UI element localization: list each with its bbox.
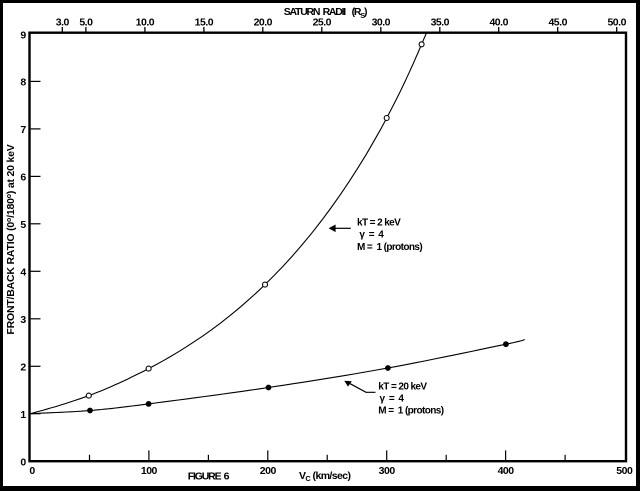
svg-text:2: 2 — [20, 362, 26, 374]
svg-text:kT = 2 keV: kT = 2 keV — [357, 217, 401, 228]
svg-text:1: 1 — [20, 409, 26, 421]
svg-text:50.0: 50.0 — [607, 17, 626, 29]
svg-text:γ = 4: γ = 4 — [359, 230, 384, 241]
svg-text:25.0: 25.0 — [313, 17, 332, 29]
svg-text:0: 0 — [20, 457, 26, 469]
svg-text:M = 1 (protons): M = 1 (protons) — [378, 406, 443, 417]
svg-text:20.0: 20.0 — [254, 17, 273, 29]
svg-text:8: 8 — [20, 77, 26, 89]
svg-text:3: 3 — [20, 314, 26, 326]
svg-text:4: 4 — [20, 267, 26, 279]
svg-text:7: 7 — [20, 124, 26, 136]
svg-text:VC (km/sec): VC (km/sec) — [299, 470, 350, 483]
svg-text:9: 9 — [20, 29, 26, 41]
svg-text:SATURN RADII (RS): SATURN RADII (RS) — [284, 6, 367, 20]
svg-text:6: 6 — [20, 172, 26, 184]
svg-text:5.0: 5.0 — [79, 17, 93, 29]
svg-text:300: 300 — [379, 465, 396, 477]
svg-text:15.0: 15.0 — [195, 17, 214, 29]
svg-text:3.0: 3.0 — [56, 17, 70, 29]
svg-text:M = 1 (protons): M = 1 (protons) — [357, 242, 422, 253]
svg-text:40.0: 40.0 — [489, 17, 508, 29]
svg-text:0: 0 — [29, 465, 35, 477]
svg-text:kT = 20 keV: kT = 20 keV — [378, 381, 427, 392]
svg-text:500: 500 — [616, 465, 633, 477]
svg-text:35.0: 35.0 — [431, 17, 450, 29]
svg-text:γ = 4: γ = 4 — [380, 394, 405, 405]
svg-text:400: 400 — [498, 465, 515, 477]
svg-text:10.0: 10.0 — [136, 17, 155, 29]
svg-text:FIGURE 6: FIGURE 6 — [188, 471, 230, 483]
svg-text:200: 200 — [260, 465, 277, 477]
svg-text:30.0: 30.0 — [372, 17, 391, 29]
svg-text:5: 5 — [20, 219, 26, 231]
svg-text:100: 100 — [141, 465, 158, 477]
svg-text:FRONT/BACK RATIO (0o/180o) at: FRONT/BACK RATIO (0o/180o) at 20 keV — [5, 144, 17, 334]
svg-text:45.0: 45.0 — [548, 17, 567, 29]
